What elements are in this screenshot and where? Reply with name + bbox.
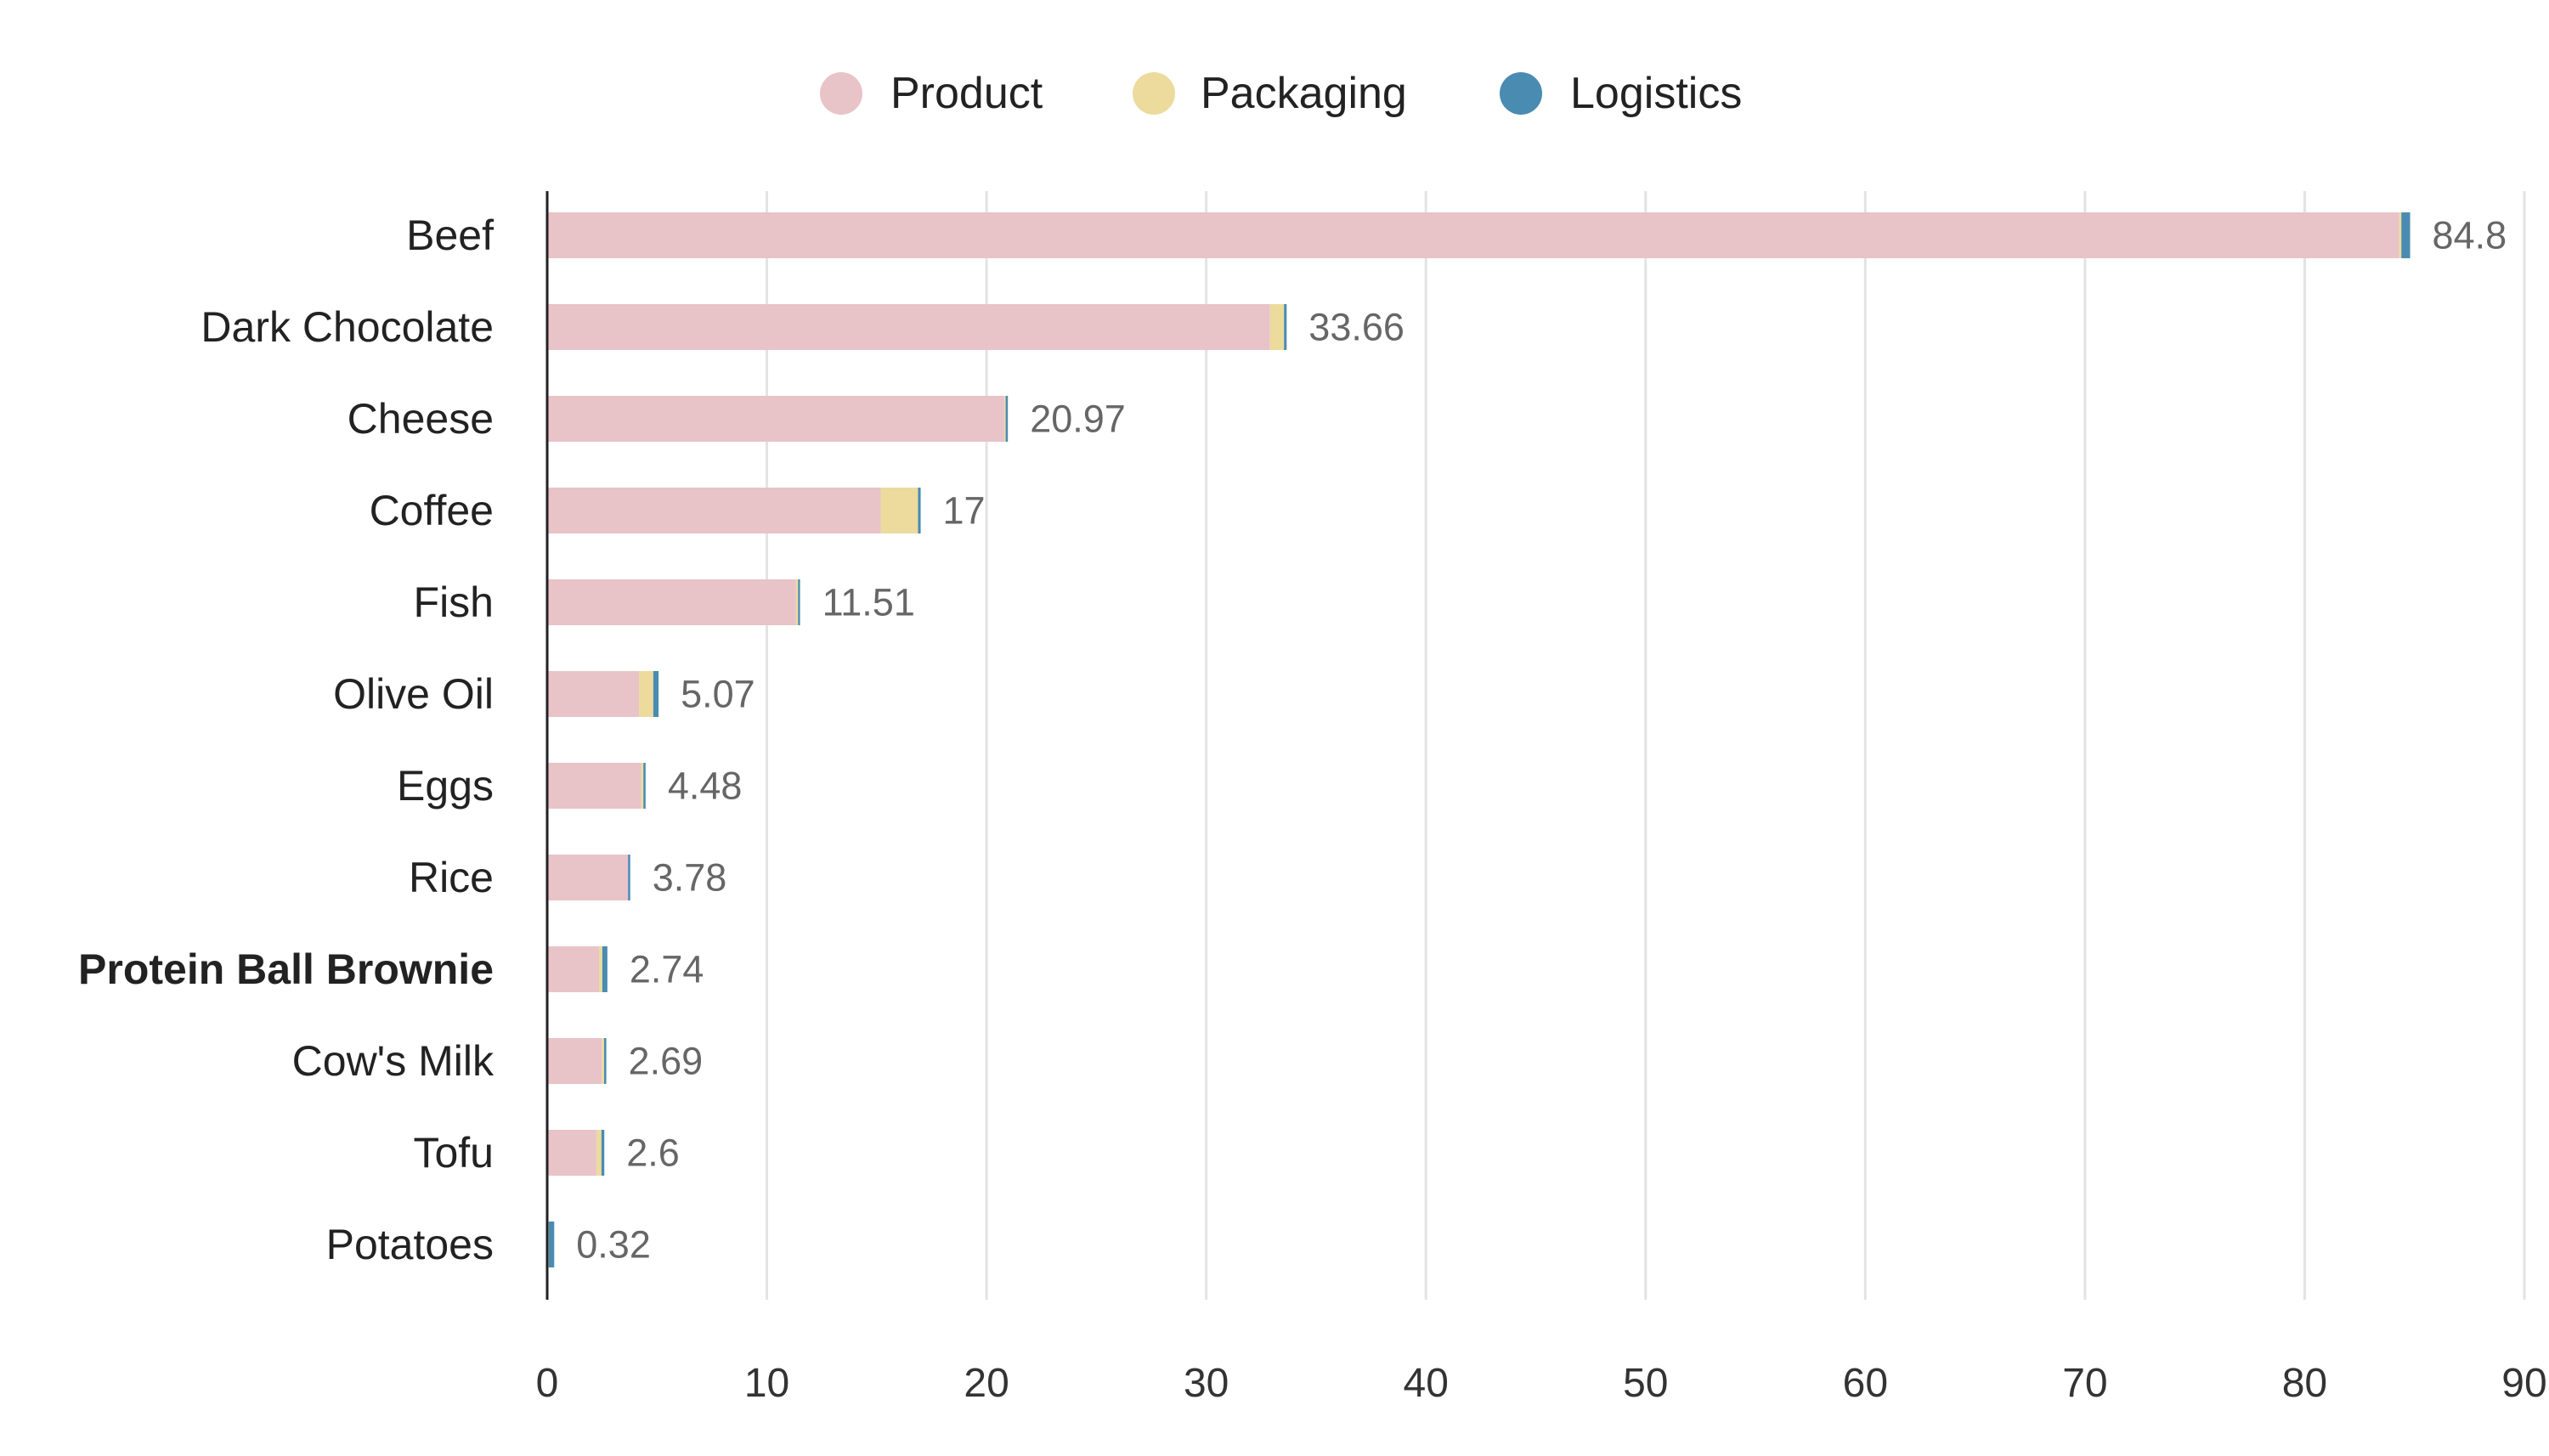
x-tick-label: 20: [964, 1361, 1009, 1406]
category-label: Tofu: [413, 1129, 494, 1177]
bar-segment-packaging: [596, 1130, 602, 1176]
category-label: Olive Oil: [333, 670, 494, 718]
x-tick-label: 40: [1404, 1361, 1449, 1406]
category-labels: Beef Dark Chocolate Cheese Coffee Fish Olive …: [78, 212, 495, 1268]
legend: Product Packaging Logistics: [820, 69, 1742, 118]
bar-segment-product: [547, 1130, 596, 1176]
bar-segment-logistics: [653, 671, 659, 717]
category-label: Cheese: [348, 395, 494, 443]
value-label: 4.48: [668, 765, 743, 808]
value-label: 11.51: [822, 581, 915, 624]
bar-segment-packaging: [641, 763, 644, 809]
bar-segment-product: [547, 488, 881, 533]
bar-segment-packaging: [880, 488, 918, 533]
bar-segment-product: [547, 579, 796, 625]
x-tick-labels: 0 10 20 30 40 50 60 70 80 90: [536, 1361, 2547, 1406]
legend-marker-packaging: [1133, 72, 1175, 115]
bar-segment-logistics: [628, 855, 630, 900]
category-label: Beef: [406, 212, 494, 259]
bar-segment-product: [547, 671, 640, 717]
value-label: 3.78: [653, 856, 727, 900]
bar-segment-packaging: [2399, 212, 2402, 258]
gridlines: [766, 191, 2526, 1300]
bar-segment-product: [547, 212, 2399, 258]
value-label: 84.8: [2433, 214, 2507, 257]
x-tick-label: 60: [1843, 1361, 1888, 1406]
value-labels: 84.8 33.66 20.97 17 11.51 5.07 4.48 3.78 2.74 2.6…: [576, 214, 2507, 1267]
value-label: 2.69: [629, 1040, 704, 1083]
bar-segment-packaging: [602, 1038, 604, 1084]
bar-segment-product: [547, 304, 1270, 350]
legend-label-packaging: Packaging: [1201, 69, 1407, 118]
value-label: 2.74: [630, 948, 704, 991]
x-tick-label: 0: [536, 1361, 559, 1406]
legend-marker-logistics: [1500, 72, 1542, 115]
category-label: Cow's Milk: [292, 1037, 495, 1085]
legend-label-product: Product: [890, 69, 1043, 118]
bar-segment-product: [547, 396, 1005, 442]
category-label: Coffee: [370, 487, 494, 534]
value-label: 17: [943, 489, 986, 533]
bars: [547, 212, 2411, 1267]
bar-segment-product: [547, 946, 600, 992]
bar-segment-logistics: [1005, 396, 1009, 442]
bar-segment-logistics: [1284, 304, 1287, 350]
bar-segment-logistics: [918, 488, 921, 533]
bar-segment-logistics: [2401, 212, 2411, 258]
x-tick-label: 80: [2282, 1361, 2327, 1406]
bar-segment-logistics: [548, 1222, 555, 1267]
bar-segment-product: [547, 1038, 602, 1084]
x-tick-label: 90: [2501, 1361, 2546, 1406]
bar-segment-logistics: [602, 946, 608, 992]
category-label: Dark Chocolate: [201, 303, 494, 351]
category-label: Potatoes: [326, 1221, 494, 1268]
bar-segment-logistics: [603, 1038, 607, 1084]
category-label: Rice: [409, 854, 494, 901]
legend-label-logistics: Logistics: [1570, 69, 1742, 118]
bar-segment-packaging: [639, 671, 653, 717]
value-label: 5.07: [681, 673, 755, 716]
bar-segment-packaging: [599, 946, 602, 992]
legend-marker-product: [820, 72, 862, 115]
category-label: Eggs: [397, 762, 494, 810]
bar-segment-packaging: [795, 579, 799, 625]
bar-segment-product: [547, 763, 641, 809]
x-tick-label: 30: [1184, 1361, 1229, 1406]
x-tick-label: 50: [1623, 1361, 1668, 1406]
x-tick-label: 10: [744, 1361, 789, 1406]
bar-segment-logistics: [601, 1130, 605, 1176]
category-label: Fish: [414, 578, 494, 626]
category-label: Protein Ball Brownie: [78, 945, 494, 993]
value-label: 20.97: [1030, 398, 1126, 441]
value-label: 2.6: [626, 1132, 680, 1175]
bar-segment-product: [547, 855, 629, 900]
bar-segment-logistics: [643, 763, 646, 809]
x-tick-label: 70: [2062, 1361, 2107, 1406]
value-label: 0.32: [576, 1223, 651, 1267]
bar-segment-packaging: [1269, 304, 1285, 350]
bar-segment-packaging: [1004, 396, 1006, 442]
bar-segment-logistics: [798, 579, 800, 625]
value-label: 33.66: [1308, 306, 1404, 349]
